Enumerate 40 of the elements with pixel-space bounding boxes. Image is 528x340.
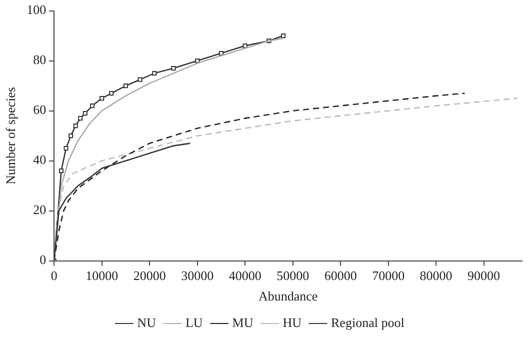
- y-tick-label: 0: [40, 252, 46, 268]
- y-tick-label: 60: [33, 102, 46, 118]
- legend-label: HU: [282, 314, 302, 330]
- x-axis-title: Abundance: [258, 288, 318, 304]
- point: [152, 71, 157, 76]
- y-tick-label: 100: [26, 2, 46, 18]
- point: [78, 116, 83, 121]
- y-tick-label: 20: [33, 202, 46, 218]
- legend-label: Regional pool: [331, 314, 405, 330]
- x-tick-label: 80000: [420, 268, 452, 284]
- y-tick-label: 40: [33, 152, 46, 168]
- legend-label: MU: [232, 314, 254, 330]
- x-tick-label: 0: [50, 268, 58, 284]
- point: [109, 91, 114, 96]
- y-axis-title: Number of species: [3, 87, 18, 185]
- point: [242, 44, 248, 48]
- point: [281, 34, 286, 38]
- point: [123, 84, 128, 88]
- point: [82, 111, 88, 116]
- x-tick-label: 30000: [181, 268, 214, 284]
- legend-label: NU: [137, 314, 157, 330]
- point: [171, 66, 176, 71]
- point: [218, 51, 224, 56]
- point: [58, 168, 64, 174]
- x-tick-label: 60000: [324, 268, 357, 284]
- legend-label: LU: [185, 314, 204, 330]
- x-tick-label: 10000: [86, 268, 118, 284]
- point: [100, 96, 104, 101]
- point: [90, 104, 95, 108]
- x-tick-label: 70000: [372, 268, 405, 284]
- x-tick-label: 90000: [468, 268, 500, 284]
- y-tick-label: 80: [33, 52, 46, 68]
- x-tick-label: 50000: [276, 268, 310, 284]
- x-tick-label: 20000: [133, 268, 166, 284]
- point: [68, 134, 74, 138]
- point: [138, 77, 142, 82]
- point: [73, 124, 78, 128]
- point: [195, 58, 200, 64]
- x-tick-label: 40000: [228, 268, 262, 284]
- point: [64, 146, 68, 151]
